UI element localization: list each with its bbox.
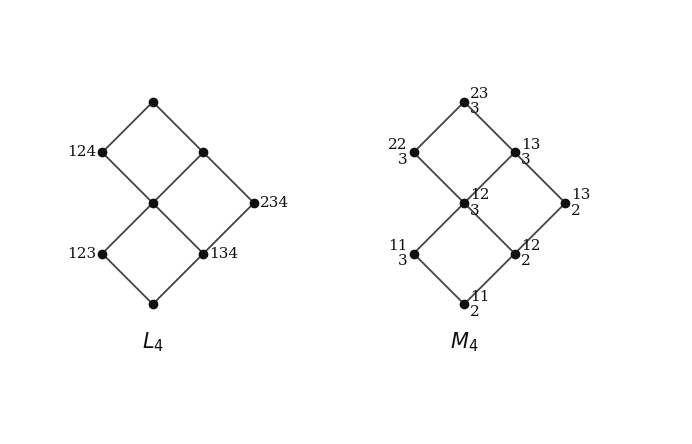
Text: 124: 124 [67,146,96,159]
Text: 234: 234 [260,196,289,210]
Text: 11
2: 11 2 [471,289,490,319]
Text: 13
3: 13 3 [521,138,540,167]
Text: $L_4$: $L_4$ [142,330,164,354]
Text: 134: 134 [210,246,239,261]
Text: 12
3: 12 3 [471,188,490,218]
Text: 22
3: 22 3 [388,138,408,167]
Text: 13
2: 13 2 [572,188,591,218]
Text: 11
3: 11 3 [388,239,408,268]
Text: 123: 123 [67,246,96,261]
Text: 12
2: 12 2 [521,239,540,268]
Text: 23
3: 23 3 [471,87,490,116]
Text: $M_4$: $M_4$ [450,330,478,354]
